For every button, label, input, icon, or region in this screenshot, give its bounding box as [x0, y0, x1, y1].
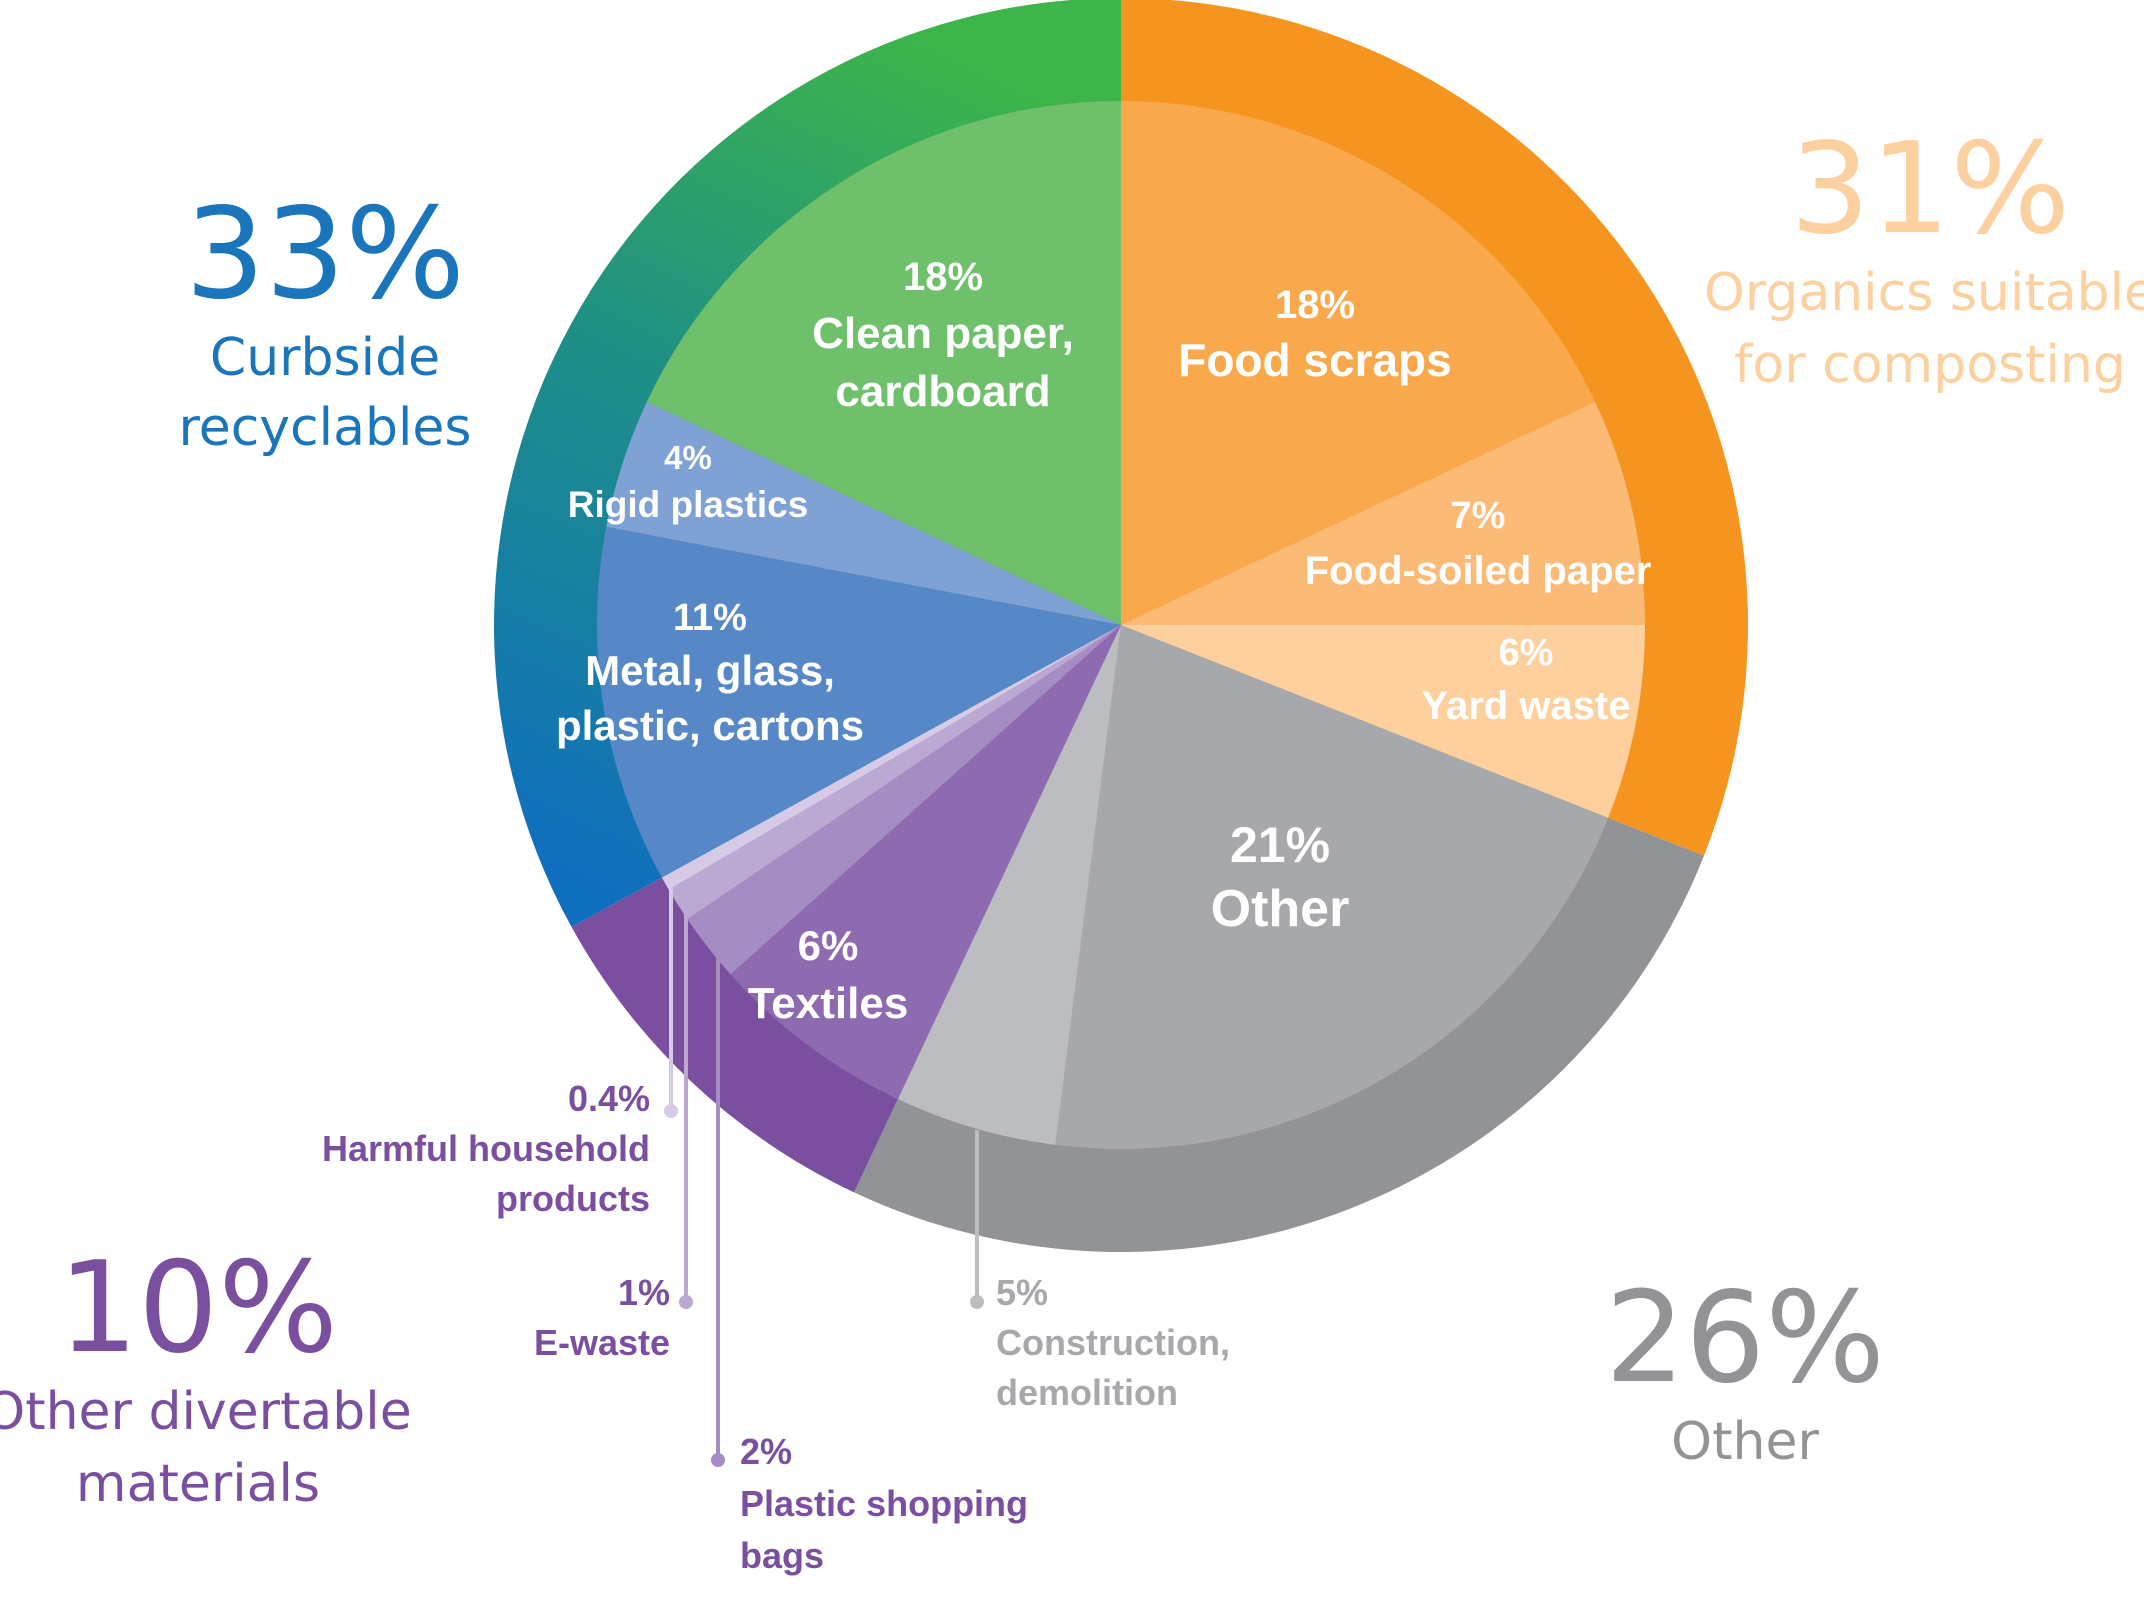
slice-food-scraps: [1121, 100, 1596, 625]
slice-construction-demolition: [897, 625, 1121, 1145]
callout-name-label: E-waste: [534, 1322, 670, 1363]
slice-name-label: Yard waste: [1421, 684, 1630, 728]
slice-percent-label: 11%: [673, 597, 747, 639]
slice-other: [1055, 625, 1609, 1150]
slice-textiles: [730, 625, 1121, 1100]
slice-e-waste: [668, 625, 1121, 920]
callout-name-label: bags: [740, 1535, 824, 1576]
slice-percent-label: 18%: [903, 255, 983, 299]
callout-percent-label: 2%: [740, 1431, 792, 1472]
slice-name-label: Textiles: [748, 979, 909, 1028]
slice-name-label: Rigid plastics: [568, 484, 809, 525]
slice-clean-paper-cardboard: [646, 101, 1121, 625]
callout-dot: [664, 1104, 678, 1118]
slice-percent-label: 18%: [1275, 283, 1355, 327]
slice-name-label: Clean paper,: [812, 309, 1074, 358]
group-percent-label: 31%: [1790, 115, 2070, 262]
slice-harmful-household-products: [661, 625, 1121, 890]
slice-plastic-shopping-bags: [687, 625, 1121, 975]
slice-name-label: Food scraps: [1178, 334, 1452, 386]
callout-name-label: products: [496, 1178, 650, 1219]
slice-yard-waste: [1121, 625, 1645, 818]
callout-name-label: Harmful household: [322, 1128, 650, 1169]
group-percent-label: 33%: [185, 180, 465, 327]
callout-dot: [679, 1295, 693, 1309]
slice-name-label: plastic, cartons: [556, 702, 864, 749]
inner-labels: 18% Food scraps 7% Food-soiled paper 6% Yard …: [556, 255, 1651, 1028]
slice-name-label: Metal, glass,: [585, 647, 835, 694]
inner-slices: [596, 100, 1645, 1150]
group-percent-label: 10%: [58, 1234, 338, 1381]
group-name-label: recyclables: [178, 398, 471, 458]
slice-name-label: cardboard: [835, 367, 1050, 416]
group-name-label: Curbside: [210, 328, 440, 388]
group-name-label: Other: [1671, 1412, 1819, 1472]
slice-metal-glass-plastic-cartons: [596, 526, 1121, 878]
callout-dot: [711, 1453, 725, 1467]
callout-percent-label: 1%: [618, 1272, 670, 1313]
callout-name-label: Construction,: [996, 1322, 1230, 1363]
slice-percent-label: 6%: [1499, 632, 1554, 674]
slice-rigid-plastics: [606, 401, 1121, 625]
slice-percent-label: 6%: [798, 922, 859, 969]
slice-percent-label: 21%: [1230, 817, 1330, 873]
slice-percent-label: 7%: [1451, 495, 1506, 537]
group-name-label: Organics suitable: [1704, 263, 2144, 323]
callout-percent-label: 0.4%: [568, 1078, 650, 1119]
callout-dot: [970, 1295, 984, 1309]
callouts: 5% Construction, demolition 2% Plastic shopp…: [322, 887, 1230, 1576]
group-name-label: Other divertable: [0, 1382, 412, 1442]
slice-name-label: Food-soiled paper: [1305, 549, 1652, 593]
group-percent-label: 26%: [1605, 1264, 1885, 1411]
slice-name-label: Other: [1211, 880, 1350, 938]
callout-percent-label: 5%: [996, 1272, 1048, 1313]
slice-food-soiled-paper: [1121, 401, 1645, 625]
group-name-label: for composting: [1734, 335, 2126, 395]
callout-name-label: demolition: [996, 1372, 1178, 1413]
callout-name-label: Plastic shopping: [740, 1483, 1028, 1524]
group-name-label: materials: [76, 1454, 320, 1514]
slice-percent-label: 4%: [664, 439, 712, 476]
